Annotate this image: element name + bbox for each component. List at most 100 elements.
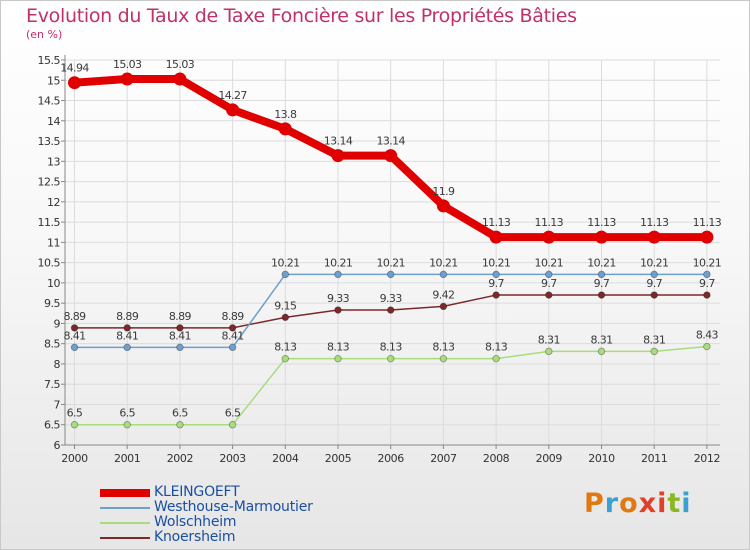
data-point-westhouse-marmoutier [492, 270, 500, 279]
data-point-kleingoeft [226, 103, 240, 117]
data-point-wolschheim [228, 421, 237, 429]
data-label-kleingoeft: 15.03 [166, 58, 195, 71]
data-label-wolschheim: 8.13 [274, 341, 297, 354]
data-point-westhouse-marmoutier [281, 270, 289, 279]
x-tick-label: 2001 [114, 452, 140, 465]
data-point-kleingoeft [542, 230, 556, 244]
y-tick-label: 14.5 [38, 95, 61, 108]
logo-letter: i [681, 488, 692, 519]
x-tick-label: 2009 [536, 452, 563, 465]
y-tick-label: 13.5 [38, 135, 61, 148]
data-label-wolschheim: 6.5 [172, 407, 188, 420]
legend-label-westhouse-marmoutier: Westhouse-Marmoutier [154, 499, 313, 515]
legend-label-wolschheim: Wolschheim [154, 514, 237, 530]
data-point-knoersheim [545, 291, 553, 299]
data-point-wolschheim [492, 354, 500, 363]
x-tick-label: 2000 [61, 452, 88, 465]
y-tick-label: 8.5 [44, 338, 60, 351]
data-point-knoersheim [650, 291, 658, 299]
data-point-knoersheim [70, 324, 79, 332]
legend-label-knoersheim: Knoersheim [154, 529, 236, 545]
data-label-westhouse-marmoutier: 10.21 [271, 256, 300, 269]
data-label-wolschheim: 8.31 [590, 333, 612, 346]
data-point-kleingoeft [68, 76, 81, 90]
data-label-wolschheim: 8.13 [327, 341, 350, 354]
data-label-wolschheim: 6.5 [67, 407, 83, 420]
data-point-knoersheim [281, 313, 289, 322]
data-point-wolschheim [545, 347, 553, 356]
y-tick-label: 14 [47, 115, 60, 128]
data-point-westhouse-marmoutier [228, 343, 237, 352]
data-label-westhouse-marmoutier: 10.21 [693, 256, 722, 269]
data-label-westhouse-marmoutier: 10.21 [482, 256, 511, 269]
y-tick-label: 11 [47, 236, 60, 249]
legend-swatch-wolschheim [100, 522, 150, 524]
data-label-wolschheim: 8.43 [696, 329, 719, 342]
data-label-kleingoeft: 11.13 [535, 216, 564, 229]
data-point-kleingoeft [278, 122, 292, 136]
data-point-knoersheim [228, 324, 237, 332]
logo-letter: t [667, 488, 682, 519]
logo-letter: o [619, 488, 639, 519]
y-tick-label: 15.5 [38, 54, 61, 67]
data-label-westhouse-marmoutier: 10.21 [587, 256, 616, 269]
x-tick-label: 2008 [483, 452, 510, 465]
data-point-wolschheim [597, 347, 606, 356]
y-unit-label: (en %) [26, 28, 63, 41]
data-label-knoersheim: 9.7 [541, 277, 557, 290]
data-point-wolschheim [176, 421, 184, 429]
data-label-knoersheim: 9.7 [699, 277, 715, 290]
data-label-knoersheim: 8.89 [116, 310, 139, 323]
y-tick-label: 9 [54, 317, 61, 330]
data-label-kleingoeft: 11.13 [482, 216, 511, 229]
data-label-wolschheim: 6.5 [225, 407, 241, 420]
data-point-kleingoeft [595, 230, 608, 244]
y-tick-label: 7.5 [44, 378, 60, 391]
data-point-westhouse-marmoutier [650, 270, 658, 279]
data-point-knoersheim [703, 291, 711, 299]
data-point-wolschheim [281, 354, 289, 363]
y-tick-label: 12 [47, 196, 60, 209]
data-point-westhouse-marmoutier [70, 343, 79, 352]
data-label-knoersheim: 9.7 [488, 277, 504, 290]
logo-letter: P [584, 488, 605, 519]
data-point-wolschheim [387, 354, 395, 363]
data-point-westhouse-marmoutier [703, 270, 711, 279]
y-tick-label: 10 [47, 277, 60, 290]
data-label-kleingoeft: 11.13 [587, 216, 616, 229]
data-label-wolschheim: 8.13 [432, 341, 455, 354]
x-tick-label: 2004 [272, 452, 299, 465]
x-tick-label: 2002 [167, 452, 193, 465]
data-label-knoersheim: 9.15 [274, 299, 297, 312]
data-label-knoersheim: 9.33 [380, 292, 403, 305]
proxiti-logo: Proxiti [584, 488, 692, 519]
data-label-knoersheim: 8.89 [169, 310, 192, 323]
x-tick-label: 2011 [641, 452, 667, 465]
data-label-knoersheim: 9.42 [432, 288, 454, 301]
data-point-kleingoeft [120, 72, 134, 86]
data-label-wolschheim: 8.31 [643, 333, 665, 346]
data-label-kleingoeft: 11.13 [640, 216, 669, 229]
data-label-kleingoeft: 13.8 [274, 108, 297, 121]
y-tick-label: 6 [54, 439, 61, 452]
y-tick-label: 6.5 [44, 419, 60, 432]
data-point-kleingoeft [173, 72, 187, 86]
data-point-kleingoeft [331, 149, 345, 163]
data-label-westhouse-marmoutier: 8.41 [63, 329, 85, 342]
data-point-knoersheim [334, 306, 342, 314]
data-point-westhouse-marmoutier [439, 270, 448, 279]
data-label-wolschheim: 6.5 [119, 407, 135, 420]
data-point-kleingoeft [436, 199, 450, 213]
data-label-knoersheim: 8.89 [63, 310, 86, 323]
legend-swatch-knoersheim [100, 537, 150, 539]
data-label-westhouse-marmoutier: 8.41 [222, 329, 244, 342]
y-tick-label: 12.5 [38, 176, 61, 189]
data-label-wolschheim: 8.31 [538, 333, 560, 346]
data-point-knoersheim [439, 302, 448, 311]
series-points-layer [68, 72, 714, 429]
data-label-kleingoeft: 13.14 [376, 135, 405, 148]
data-point-wolschheim [334, 354, 342, 363]
data-point-westhouse-marmoutier [387, 270, 395, 279]
x-tick-label: 2005 [325, 452, 352, 465]
